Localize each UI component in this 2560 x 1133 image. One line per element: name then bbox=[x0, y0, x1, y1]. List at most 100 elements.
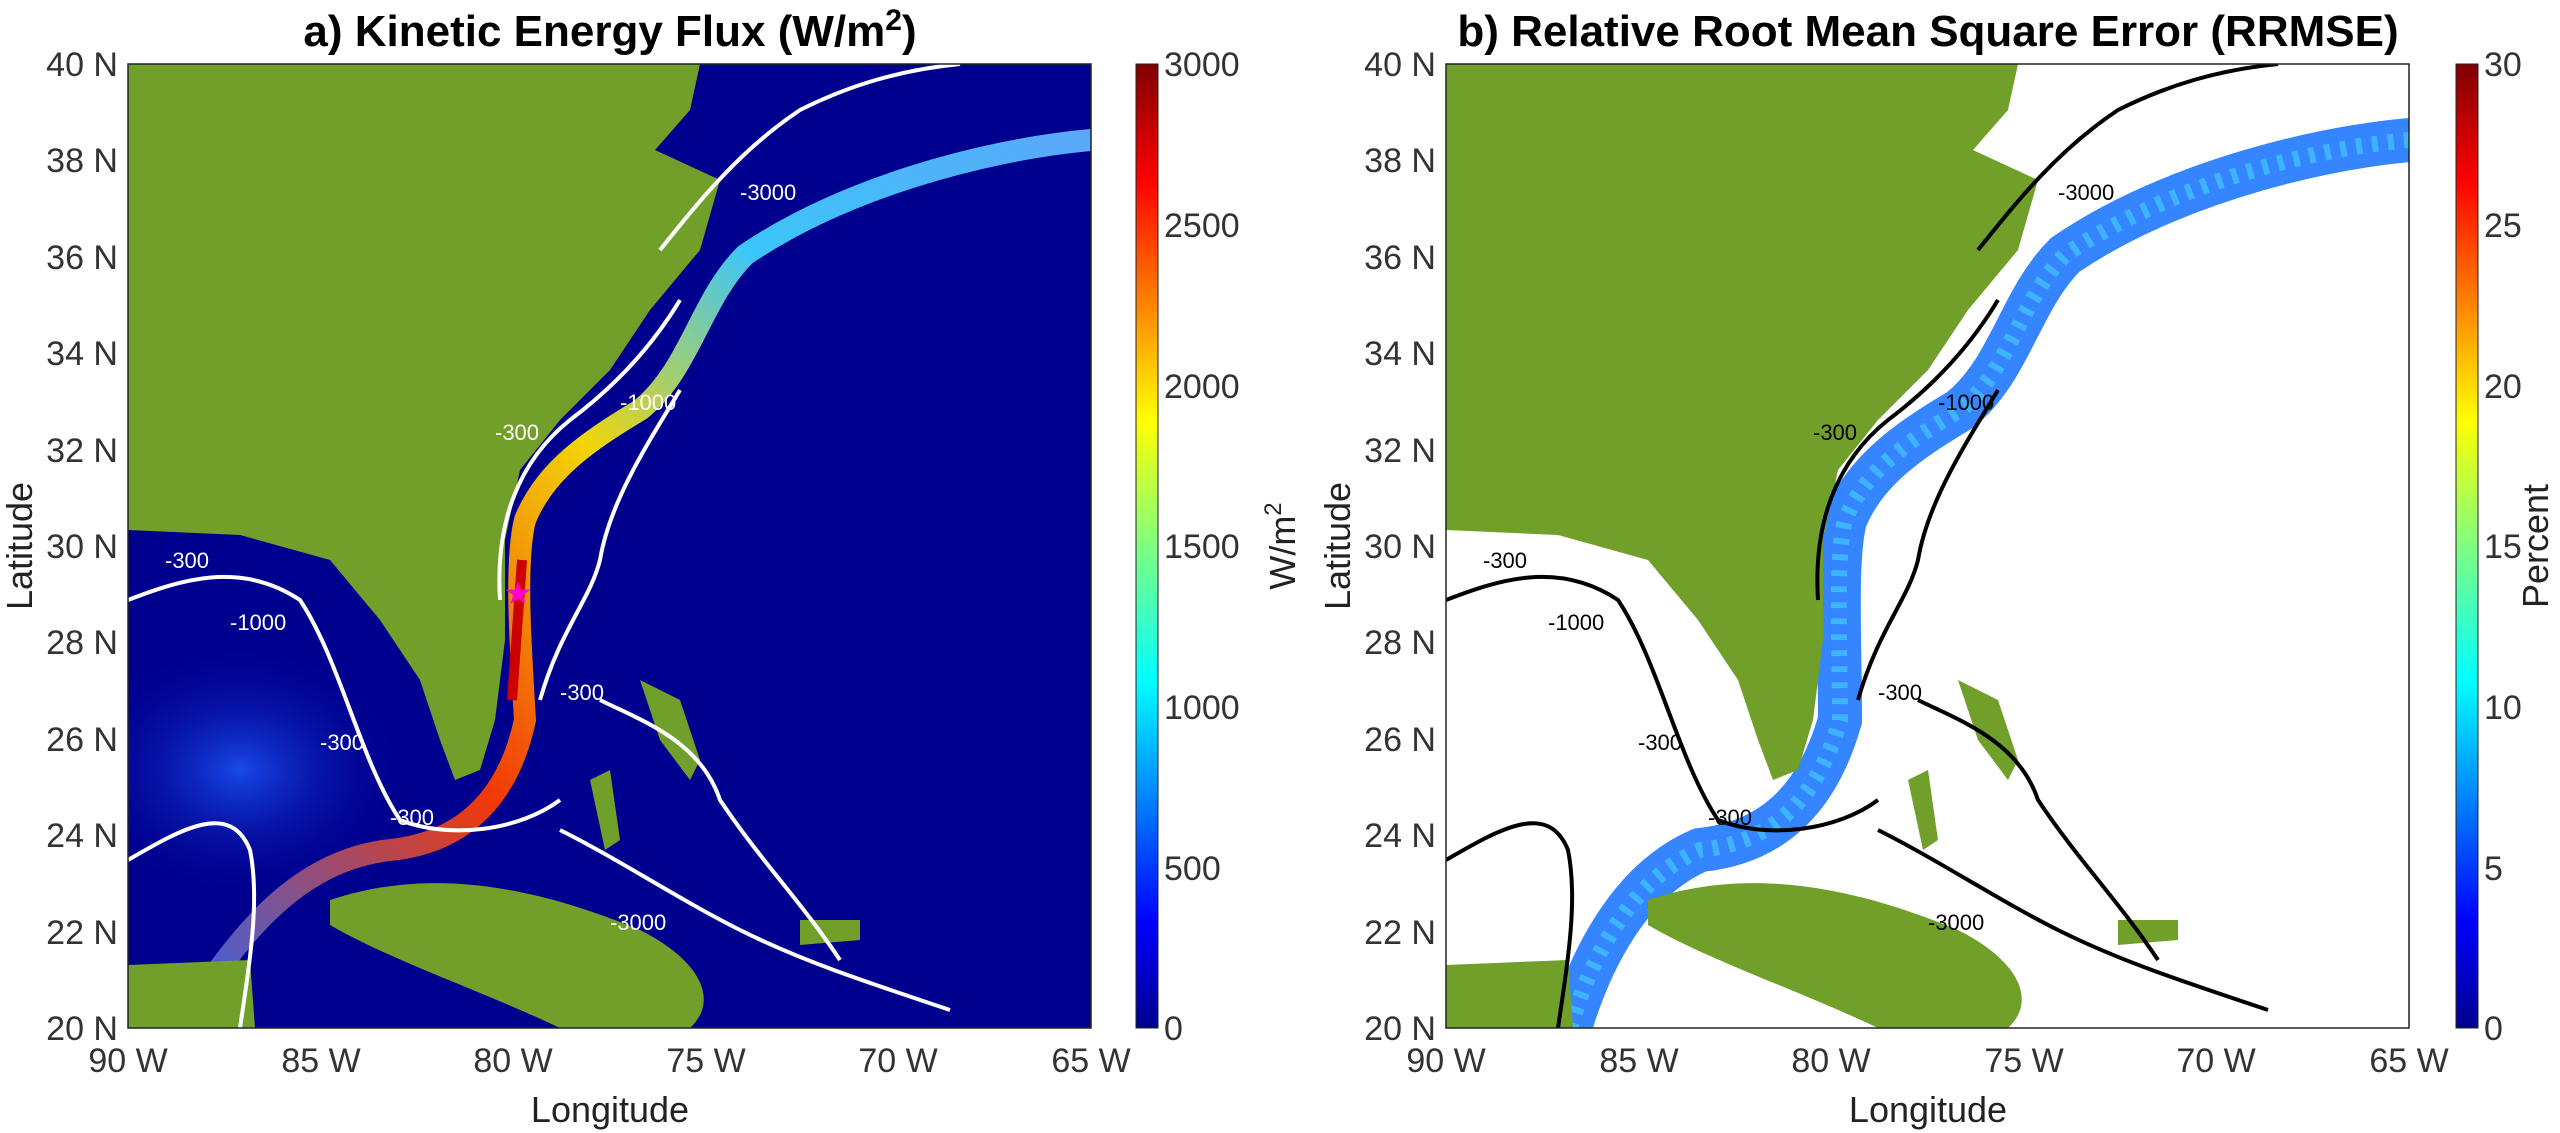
panel-b-bathymetry-contours bbox=[1446, 64, 2279, 1028]
panel-a-contour-yucatan bbox=[128, 821, 257, 1028]
panel-a-xtick-70: 70 W bbox=[858, 1042, 937, 1080]
panel-b-ytick-24: 24 N bbox=[1364, 817, 1436, 855]
panel-b-contour-gulf bbox=[1446, 574, 1880, 833]
panel-a-land-andros bbox=[590, 770, 620, 850]
panel-b-contour-label-6: -300 bbox=[1638, 730, 1682, 755]
panel-b-xtick-85: 85 W bbox=[1599, 1042, 1678, 1080]
panel-a-contour-label-7: -300 bbox=[390, 805, 434, 830]
panel-a-x-ticks: 90 W 85 W 80 W 75 W 70 W 65 W bbox=[88, 1042, 1130, 1080]
panel-a-ytick-32: 32 N bbox=[46, 432, 118, 470]
panel-a-contour-label-3: -300 bbox=[495, 420, 539, 445]
panel-b-contour-labels: -3000 -1000 -300 -300 -1000 -300 -300 -3… bbox=[1483, 180, 2114, 935]
panel-b-land bbox=[1446, 64, 2178, 1028]
panel-a-land-yucatan bbox=[128, 960, 255, 1028]
panel-b-x-ticks: 90 W 85 W 80 W 75 W 70 W 65 W bbox=[1406, 1042, 2448, 1080]
panel-b-map: -3000 -1000 -300 -300 -1000 -300 -300 -3… bbox=[1446, 64, 2409, 1028]
panel-b-y-ticks: 20 N 22 N 24 N 26 N 28 N 30 N 32 N 34 N … bbox=[1364, 46, 1436, 1048]
panel-a-xtick-75: 75 W bbox=[666, 1042, 745, 1080]
panel-b-colorbar-ticks: 0 5 10 15 20 25 30 bbox=[2484, 46, 2522, 1048]
panel-a-xlabel: Longitude bbox=[531, 1089, 689, 1130]
panel-a-ytick-40: 40 N bbox=[46, 46, 118, 84]
panel-b-land-cuba bbox=[1648, 883, 2022, 1028]
panel-b-contour-label-3: -300 bbox=[1813, 420, 1857, 445]
panel-a-contour-gulf bbox=[128, 574, 562, 833]
panel-a-xtick-85: 85 W bbox=[281, 1042, 360, 1080]
panel-b-cbtick-20: 20 bbox=[2484, 368, 2522, 406]
panel-b-cbtick-0: 0 bbox=[2484, 1010, 2503, 1048]
panel-b-cbtick-15: 15 bbox=[2484, 528, 2522, 566]
panel-a-cbtick-3000: 3000 bbox=[1164, 46, 1240, 84]
panel-a-colorbar-ticks: 0 500 1000 1500 2000 2500 3000 bbox=[1164, 46, 1240, 1048]
panel-b-ytick-32: 32 N bbox=[1364, 432, 1436, 470]
panel-a-axes-frame bbox=[127, 63, 1092, 1029]
panel-a-colorbar bbox=[1135, 63, 1159, 1029]
panel-a-gulf-stream-band bbox=[169, 129, 1091, 1028]
panel-a-ytick-24: 24 N bbox=[46, 817, 118, 855]
panel-b-colorbar-label: Percent bbox=[2515, 484, 2556, 608]
panel-a-cbtick-2500: 2500 bbox=[1164, 207, 1240, 245]
panel-a-ytick-28: 28 N bbox=[46, 624, 118, 662]
panel-a-contour-bahamas bbox=[599, 698, 842, 962]
panel-b-land-us-mainland bbox=[1446, 64, 2038, 780]
panel-b-contour-label-8: -300 bbox=[1878, 680, 1922, 705]
panel-b-contour-label-1: -3000 bbox=[2058, 180, 2114, 205]
panel-b-xtick-70: 70 W bbox=[2176, 1042, 2255, 1080]
panel-b-contour-yucatan bbox=[1446, 821, 1575, 1028]
panel-b-ytick-40: 40 N bbox=[1364, 46, 1436, 84]
panel-a-map: -3000 -1000 -300 -300 -1000 -300 -300 -3… bbox=[128, 64, 1091, 1028]
panel-a-contour-1000 bbox=[538, 388, 682, 701]
panel-a-contour-label-9: -3000 bbox=[610, 910, 666, 935]
panel-a-gulf-stream-core bbox=[507, 559, 527, 701]
panel-b-ytick-22: 22 N bbox=[1364, 914, 1436, 952]
panel-a-ytick-22: 22 N bbox=[46, 914, 118, 952]
panel-b-contour-cuba bbox=[1877, 828, 2269, 1012]
panel-a-land bbox=[128, 64, 860, 1028]
panel-a-ylabel: Latitude bbox=[0, 482, 40, 610]
panel-b-contour-bahamas bbox=[1917, 698, 2160, 962]
panel-a-contour-label-2: -1000 bbox=[620, 390, 676, 415]
panel-a-cbtick-1500: 1500 bbox=[1164, 528, 1240, 566]
panel-b-rrmse: b) Relative Root Mean Square Error (RRMS… bbox=[1317, 7, 2556, 1130]
panel-b-contour-label-7: -300 bbox=[1708, 805, 1752, 830]
panel-a-ytick-38: 38 N bbox=[46, 142, 118, 180]
panel-b-title: b) Relative Root Mean Square Error (RRMS… bbox=[1457, 7, 2398, 56]
panel-b-contour-300-north bbox=[1976, 64, 2279, 252]
panel-b-ytick-38: 38 N bbox=[1364, 142, 1436, 180]
panel-a-loop-current-haze bbox=[128, 640, 410, 900]
panel-b-contour-label-2: -1000 bbox=[1938, 390, 1994, 415]
panel-b-ytick-28: 28 N bbox=[1364, 624, 1436, 662]
panel-b-ytick-36: 36 N bbox=[1364, 239, 1436, 277]
panel-a-contour-label-6: -300 bbox=[320, 730, 364, 755]
panel-b-cbtick-30: 30 bbox=[2484, 46, 2522, 84]
panel-a-land-abaco bbox=[640, 680, 700, 780]
panel-b-ytick-26: 26 N bbox=[1364, 721, 1436, 759]
panel-a-contour-label-8: -300 bbox=[560, 680, 604, 705]
panel-b-contour-label-4: -300 bbox=[1483, 548, 1527, 573]
panel-a-ytick-34: 34 N bbox=[46, 335, 118, 373]
panel-a-title: a) Kinetic Energy Flux (W/m2) bbox=[303, 4, 916, 56]
panel-b-error-band-texture bbox=[1562, 132, 2409, 1028]
panel-b-contour-label-9: -3000 bbox=[1928, 910, 1984, 935]
panel-a-station-star-icon: ★ bbox=[504, 575, 533, 611]
panel-a-land-cuba bbox=[330, 883, 704, 1028]
panel-a-kinetic-energy-flux: a) Kinetic Energy Flux (W/m2) bbox=[0, 4, 1303, 1130]
panel-b-xtick-65: 65 W bbox=[2369, 1042, 2448, 1080]
panel-b-contour-1000 bbox=[1856, 388, 2000, 701]
panel-a-ytick-20: 20 N bbox=[46, 1010, 118, 1048]
panel-a-cbtick-1000: 1000 bbox=[1164, 689, 1240, 727]
panel-b-cbtick-5: 5 bbox=[2484, 850, 2503, 888]
panel-a-y-ticks: 20 N 22 N 24 N 26 N 28 N 30 N 32 N 34 N … bbox=[46, 46, 118, 1048]
panel-a-contour-cuba bbox=[559, 828, 951, 1012]
panel-b-contour-label-5: -1000 bbox=[1548, 610, 1604, 635]
panel-b-ytick-34: 34 N bbox=[1364, 335, 1436, 373]
panel-a-ytick-26: 26 N bbox=[46, 721, 118, 759]
panel-b-colorbar bbox=[2455, 63, 2479, 1029]
panel-b-axes-frame bbox=[1445, 63, 2410, 1029]
panel-b-xlabel: Longitude bbox=[1849, 1089, 2007, 1130]
panel-a-cbtick-0: 0 bbox=[1164, 1010, 1183, 1048]
panel-a-land-us-mainland bbox=[128, 64, 720, 780]
panel-a-contour-label-5: -1000 bbox=[230, 610, 286, 635]
panel-a-xtick-90: 90 W bbox=[88, 1042, 167, 1080]
panel-b-ytick-20: 20 N bbox=[1364, 1010, 1436, 1048]
